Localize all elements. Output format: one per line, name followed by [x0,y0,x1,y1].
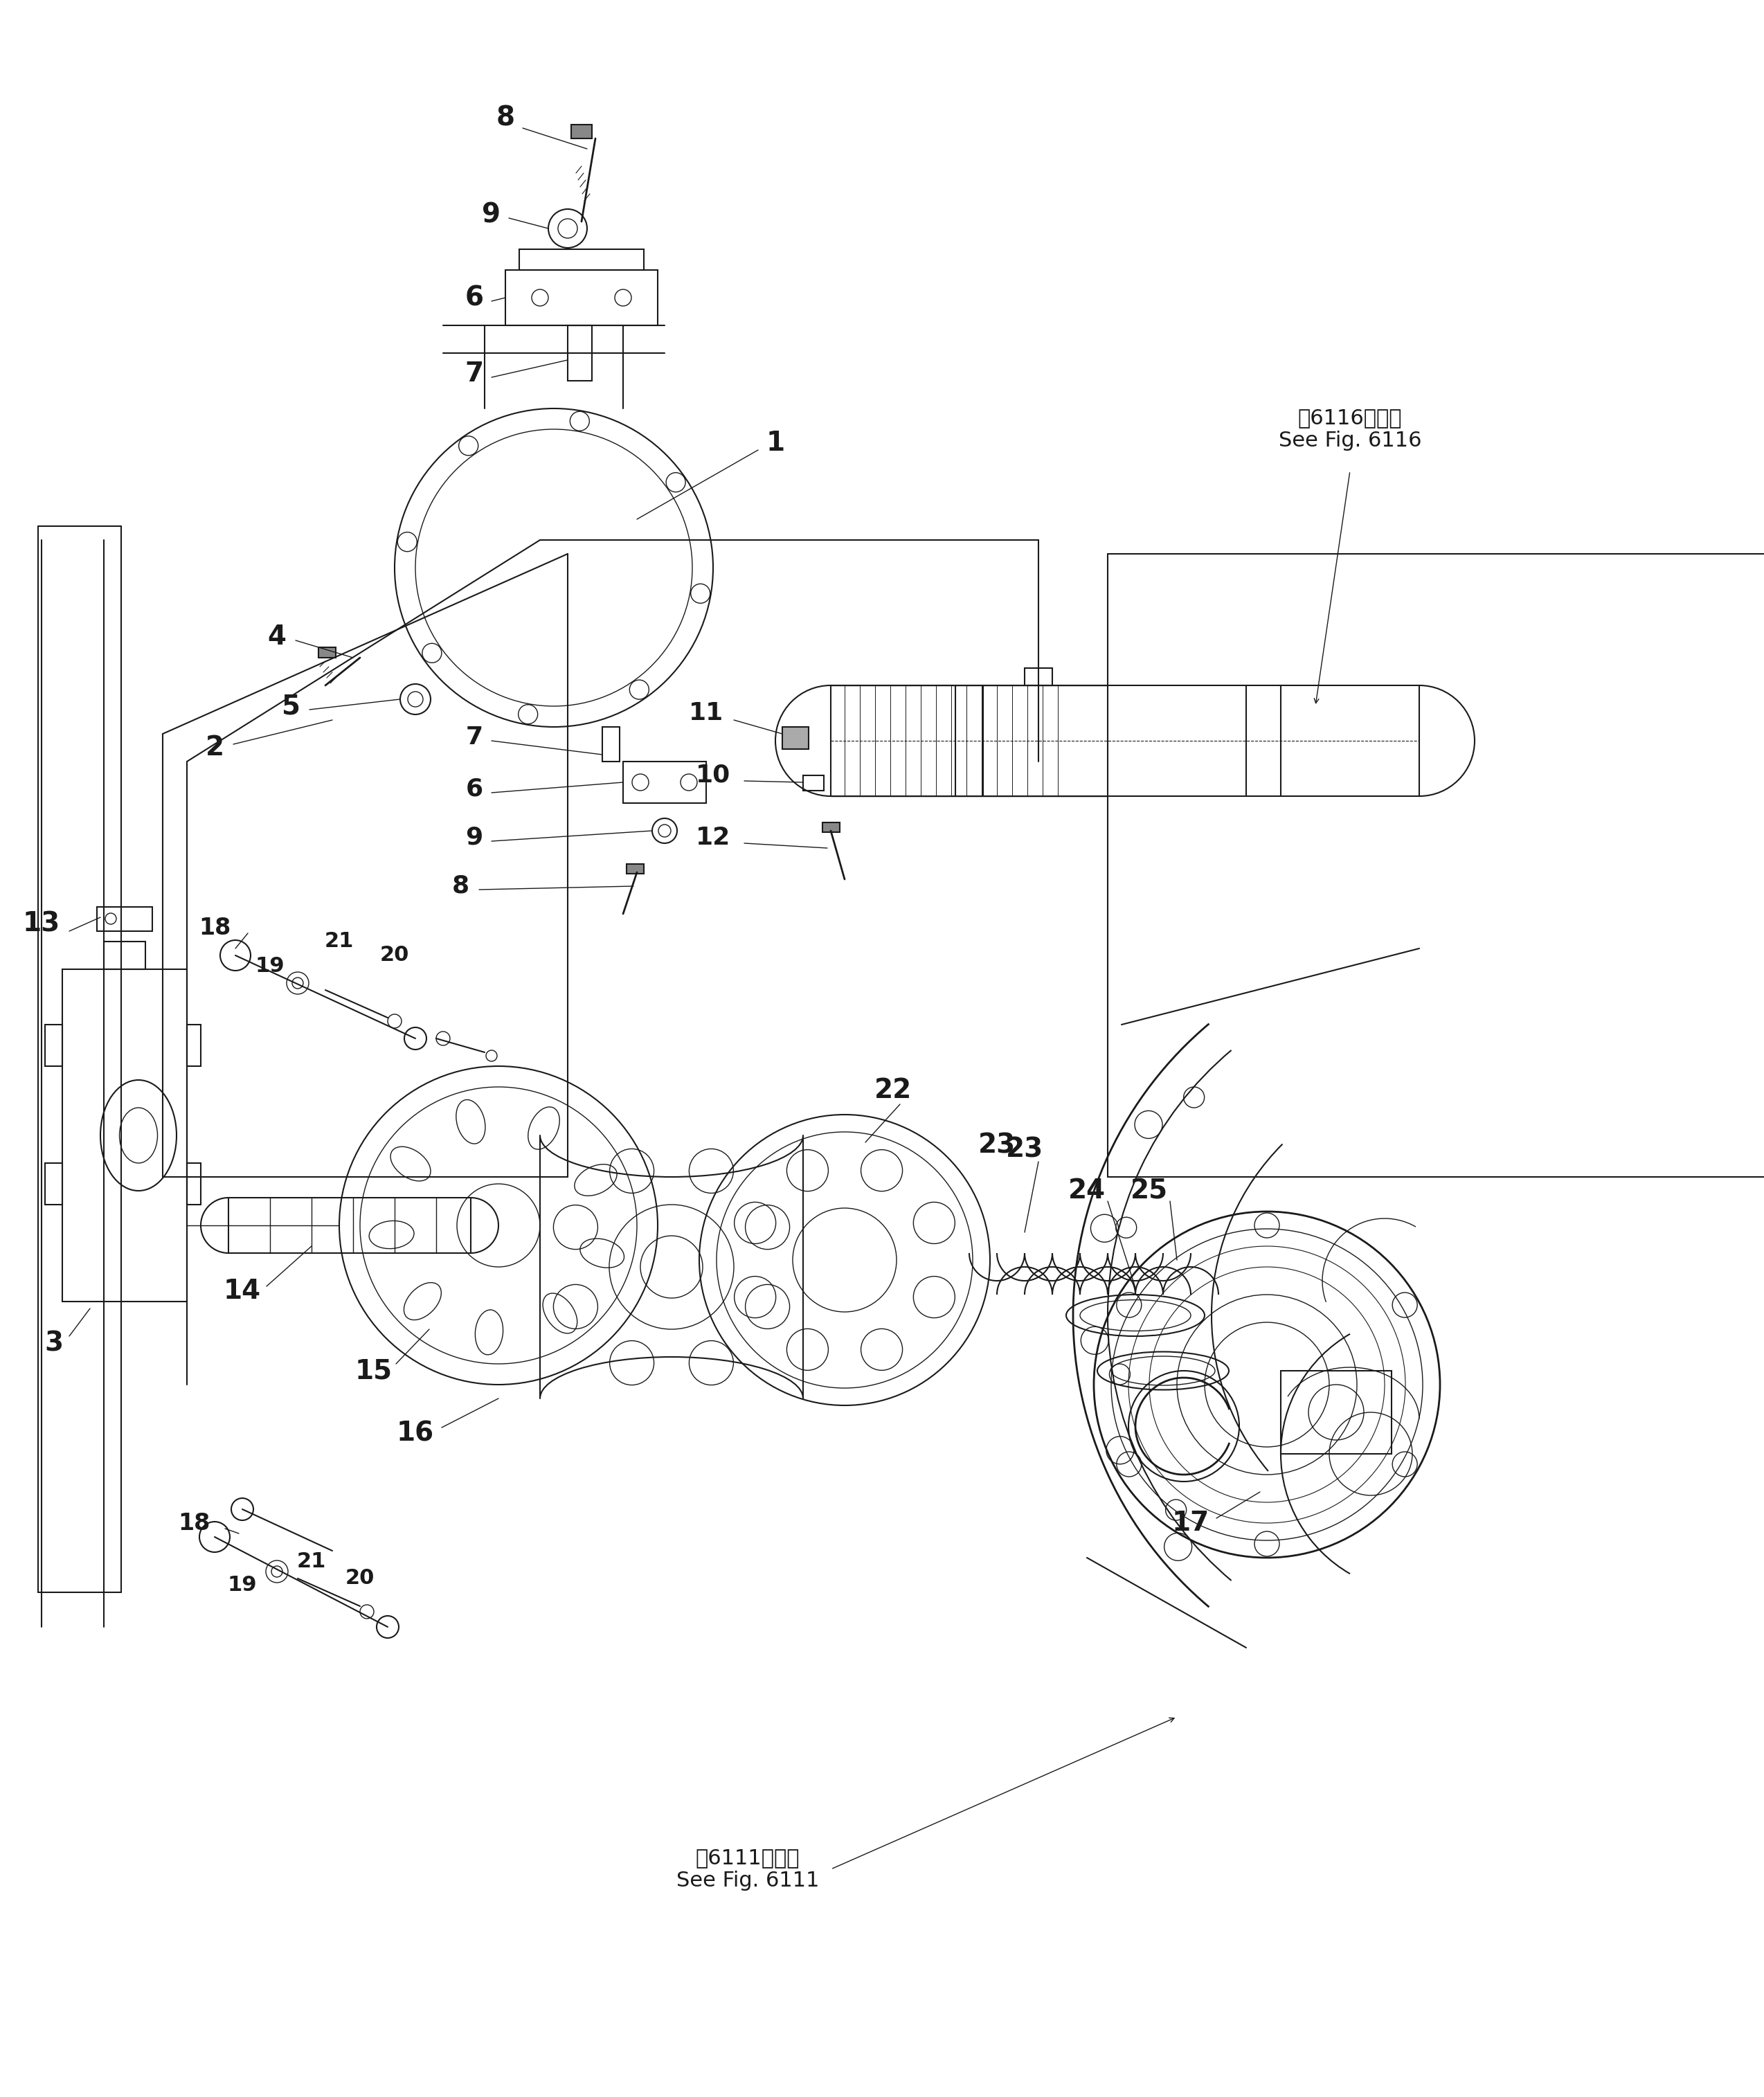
Bar [62,969,187,1302]
Bar [1025,669,1053,686]
Bar [505,271,658,325]
Bar [803,776,824,791]
Text: 19: 19 [228,1575,258,1596]
Bar [104,942,145,969]
Bar [822,822,840,833]
Bar [319,648,335,658]
Text: 4: 4 [268,623,286,650]
Text: 20: 20 [346,1569,374,1590]
Bar [519,250,644,271]
Text: 22: 22 [875,1078,912,1103]
Text: 9: 9 [466,826,483,849]
Text: 6: 6 [466,778,483,801]
Bar [229,1197,471,1254]
Text: 12: 12 [695,826,730,849]
Bar [46,1025,62,1065]
Bar [781,728,808,749]
Text: 21: 21 [296,1552,326,1571]
Text: 13: 13 [23,910,60,937]
Text: 18: 18 [178,1512,210,1535]
Text: 15: 15 [355,1357,393,1384]
Text: 8: 8 [496,105,515,130]
Bar [831,686,1420,797]
Text: 23: 23 [1005,1137,1043,1162]
Text: 17: 17 [1171,1510,1210,1537]
Bar [623,761,706,803]
Text: 10: 10 [695,763,730,786]
Text: 5: 5 [282,692,300,719]
Text: 9: 9 [482,201,501,229]
Text: 20: 20 [379,946,409,965]
Text: 第6116図参照
See Fig. 6116: 第6116図参照 See Fig. 6116 [1279,407,1422,451]
Bar [46,1164,62,1204]
Bar [97,906,152,931]
Text: 7: 7 [466,361,483,388]
Text: 8: 8 [452,874,469,898]
Text: 23: 23 [979,1132,1016,1160]
Text: 1: 1 [766,430,785,457]
Text: 7: 7 [466,726,483,749]
Text: 3: 3 [44,1329,64,1357]
Text: 25: 25 [1131,1179,1168,1204]
Text: 6: 6 [466,285,483,310]
Text: 11: 11 [688,700,723,726]
Text: 21: 21 [325,931,355,952]
Text: 18: 18 [199,916,231,939]
Text: 14: 14 [224,1277,261,1304]
Bar [572,124,593,138]
Bar [626,864,644,874]
Bar [187,1164,201,1204]
Bar [187,1025,201,1065]
Bar [568,325,593,382]
Text: 16: 16 [397,1420,434,1447]
Bar [1281,1371,1392,1453]
Text: 2: 2 [205,734,224,761]
Bar [602,728,619,761]
Text: 19: 19 [256,956,284,975]
Text: 第6111図参照
See Fig. 6111: 第6111図参照 See Fig. 6111 [676,1847,818,1891]
Text: 24: 24 [1069,1179,1106,1204]
